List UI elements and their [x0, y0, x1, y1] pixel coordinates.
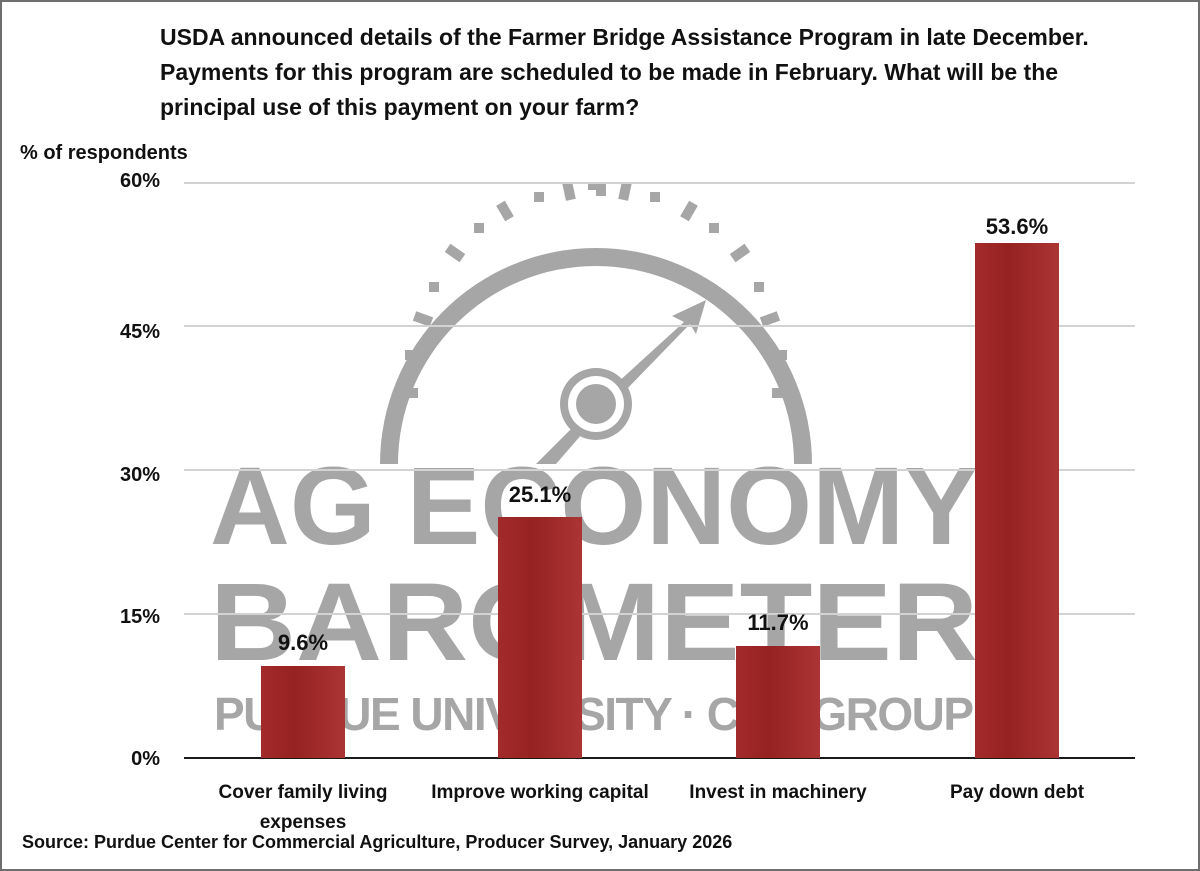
gridline-15: [184, 613, 1135, 615]
x-category-pay-down-debt: Pay down debt: [949, 782, 1085, 803]
plot-area: AG ECONOMY BAROMETER PURDUE UNIVERSITY ·…: [184, 182, 1135, 759]
bar-improve-working-capital: [498, 517, 582, 758]
bar-label-improve-working-capital: 25.1%: [508, 482, 572, 507]
x-category-cover-family-living: Cover family living expenses: [218, 782, 388, 833]
gridline-60: [184, 182, 1135, 184]
bar-label-invest-in-machinery: 11.7%: [747, 610, 809, 635]
y-tick-60: 60%: [119, 170, 160, 192]
y-axis-label: % of respondents: [20, 142, 188, 164]
gridline-30: [184, 469, 1135, 471]
gridline-45: [184, 325, 1135, 327]
x-category-invest-in-machinery: Invest in machinery: [689, 782, 867, 803]
bar-label-cover-family-living: 9.6%: [277, 630, 329, 655]
bar-invest-in-machinery: [736, 646, 820, 758]
y-tick-15: 15%: [119, 606, 160, 628]
bar-label-pay-down-debt: 53.6%: [985, 214, 1049, 239]
x-axis-baseline: [184, 757, 1135, 759]
y-tick-0: 0%: [131, 748, 160, 770]
chart-title: USDA announced details of the Farmer Bri…: [160, 24, 1089, 120]
x-category-improve-working-capital: Improve working capital: [431, 782, 649, 803]
y-tick-45: 45%: [119, 321, 160, 343]
source-note: Source: Purdue Center for Commercial Agr…: [22, 832, 733, 852]
bar-cover-family-living: [261, 666, 345, 758]
bar-pay-down-debt: [975, 243, 1059, 758]
y-tick-30: 30%: [119, 464, 160, 486]
speedometer-gauge-icon: [380, 182, 812, 464]
